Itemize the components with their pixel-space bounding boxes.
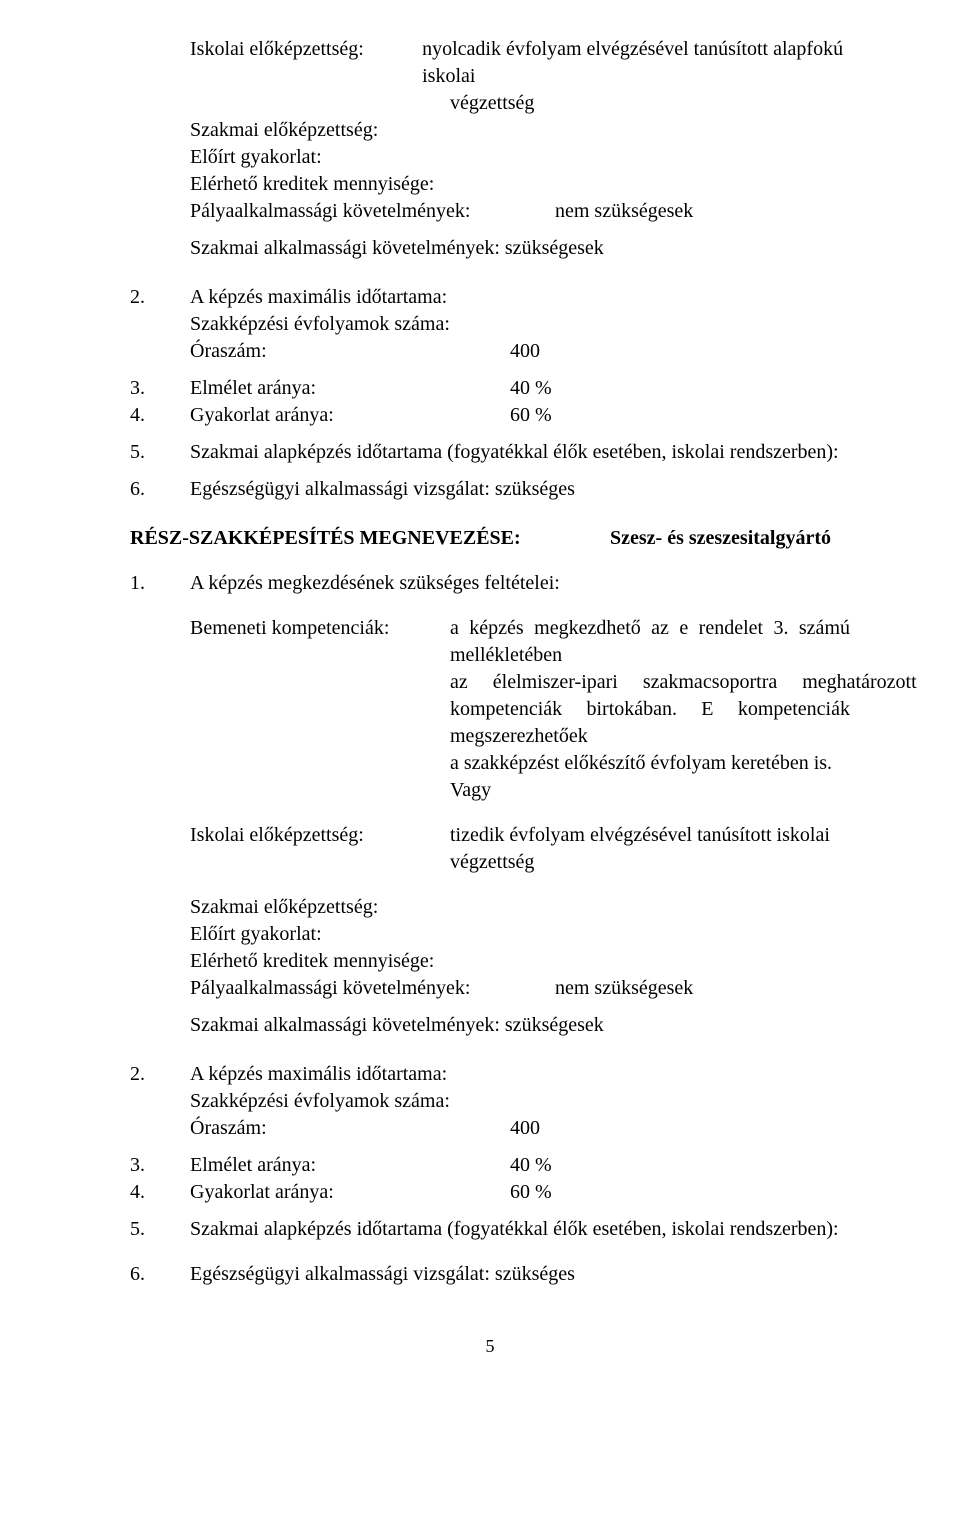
label-kreditek-mid: Elérhető kreditek mennyisége: (190, 948, 850, 975)
item-2: 2. A képzés maximális időtartama: (130, 284, 850, 311)
label-szakalk-mid: Szakmai alkalmassági követelmények: szük… (190, 1012, 850, 1039)
label-bemeneti: Bemeneti kompetenciák: (190, 615, 450, 669)
page-number: 5 (130, 1334, 850, 1358)
row-bemeneti-4: a szakképzést előkészítő évfolyam kereté… (190, 750, 850, 777)
bemeneti-p1: a képzés megkezdhető az e rendelet 3. sz… (450, 615, 850, 669)
label-oraszam: Óraszám: (190, 338, 510, 365)
row-palya-mid: Pályaalkalmassági követelmények: nem szü… (190, 975, 850, 1002)
l2-value-gyakorlat: 60 % (510, 1179, 552, 1206)
l2-num-3: 3. (130, 1152, 190, 1179)
label-iskolai-elokep: Iskolai előképzettség: (190, 36, 422, 90)
l2-value-oraszam: 400 (510, 1115, 540, 1142)
num-mid-1: 1. (130, 570, 190, 597)
label-palya-mid: Pályaalkalmassági követelmények: (190, 975, 550, 1002)
l2-text-2a: A képzés maximális időtartama: (190, 1061, 447, 1088)
l2-num-5: 5. (130, 1216, 190, 1243)
heading-left: RÉSZ-SZAKKÉPESÍTÉS MEGNEVEZÉSE: (130, 525, 610, 552)
label-eloirt-mid: Előírt gyakorlat: (190, 921, 850, 948)
l2-label-oraszam: Óraszám: (190, 1115, 510, 1142)
l2-item-2b: Szakképzési évfolyamok száma: (130, 1088, 850, 1115)
label-iskolai-mid: Iskolai előképzettség: (190, 822, 450, 876)
value-gyakorlat: 60 % (510, 402, 552, 429)
value-oraszam: 400 (510, 338, 540, 365)
l2-label-elmelet: Elmélet aránya: (190, 1152, 510, 1179)
item-5: 5. Szakmai alapképzés időtartama (fogyat… (130, 439, 850, 466)
text-2b: Szakképzési évfolyamok száma: (190, 311, 450, 338)
item-3: 3. Elmélet aránya: 40 % (130, 375, 850, 402)
l2-text-6: Egészségügyi alkalmassági vizsgálat: szü… (190, 1261, 575, 1288)
num-4: 4. (130, 402, 190, 429)
list-2: 2. A képzés maximális időtartama: Szakké… (130, 1061, 850, 1288)
bemeneti-p2: az élelmiszer-ipari szakmacsoportra megh… (450, 669, 917, 696)
l2-item-2: 2. A képzés maximális időtartama: (130, 1061, 850, 1088)
section-heading: RÉSZ-SZAKKÉPESÍTÉS MEGNEVEZÉSE: Szesz- é… (130, 525, 850, 552)
value-palya-mid: nem szükségesek (555, 977, 693, 999)
l2-item-5: 5. Szakmai alapképzés időtartama (fogyat… (130, 1216, 850, 1243)
num-5: 5. (130, 439, 190, 466)
text-mid-1: A képzés megkezdésének szükséges feltéte… (190, 570, 560, 597)
l2-item-3: 3. Elmélet aránya: 40 % (130, 1152, 850, 1179)
item-2c: Óraszám: 400 (130, 338, 850, 365)
label-eloirt-gyak: Előírt gyakorlat: (190, 144, 850, 171)
top-block: Iskolai előképzettség: nyolcadik évfolya… (130, 36, 850, 262)
l2-num-4: 4. (130, 1179, 190, 1206)
label-elmelet: Elmélet aránya: (190, 375, 510, 402)
row-iskolai-elokep-2: végzettség (190, 90, 850, 117)
label-kreditek: Elérhető kreditek mennyisége: (190, 171, 850, 198)
l2-item-4: 4. Gyakorlat aránya: 60 % (130, 1179, 850, 1206)
l2-text-5: Szakmai alapképzés időtartama (fogyatékk… (190, 1216, 839, 1243)
label-palya: Pályaalkalmassági követelmények: (190, 198, 550, 225)
l2-value-elmelet: 40 % (510, 1152, 552, 1179)
bemeneti-p3: kompetenciák birtokában. E kompetenciák … (450, 696, 850, 750)
spacer (190, 90, 450, 117)
l2-num-6: 6. (130, 1261, 190, 1288)
l2-num-2: 2. (130, 1061, 190, 1088)
value-iskolai-elokep-l2: végzettség (450, 90, 534, 117)
value-iskolai-mid: tizedik évfolyam elvégzésével tanúsított… (450, 822, 850, 876)
row-bemeneti-2: az élelmiszer-ipari szakmacsoportra megh… (190, 669, 850, 696)
mid-bemeneti-block: Bemeneti kompetenciák: a képzés megkezdh… (130, 615, 850, 1039)
item-mid-1: 1. A képzés megkezdésének szükséges felt… (130, 570, 850, 597)
bemeneti-p4: a szakképzést előkészítő évfolyam kereté… (450, 750, 832, 777)
value-palya: nem szükségesek (555, 200, 693, 222)
num-6: 6. (130, 476, 190, 503)
row-palya: Pályaalkalmassági követelmények: nem szü… (190, 198, 850, 225)
num-3: 3. (130, 375, 190, 402)
row-iskolai-elokep: Iskolai előképzettség: nyolcadik évfolya… (190, 36, 850, 90)
text-2a: A képzés maximális időtartama: (190, 284, 447, 311)
label-gyakorlat: Gyakorlat aránya: (190, 402, 510, 429)
l2-item-6: 6. Egészségügyi alkalmassági vizsgálat: … (130, 1261, 850, 1288)
text-5: Szakmai alapképzés időtartama (fogyatékk… (190, 439, 839, 466)
mid-1: 1. A képzés megkezdésének szükséges felt… (130, 570, 850, 1039)
item-6: 6. Egészségügyi alkalmassági vizsgálat: … (130, 476, 850, 503)
num-2: 2. (130, 284, 190, 311)
label-szakalk: Szakmai alkalmassági követelmények: szük… (190, 235, 850, 262)
row-bemeneti-5: Vagy (190, 777, 850, 804)
row-bemeneti-3: kompetenciák birtokában. E kompetenciák … (190, 696, 850, 750)
row-bemeneti-1: Bemeneti kompetenciák: a képzés megkezdh… (190, 615, 850, 669)
text-6: Egészségügyi alkalmassági vizsgálat: szü… (190, 476, 575, 503)
bemeneti-p5: Vagy (450, 777, 491, 804)
l2-text-2b: Szakképzési évfolyamok száma: (190, 1088, 450, 1115)
item-2b: Szakképzési évfolyamok száma: (130, 311, 850, 338)
list-1: 2. A képzés maximális időtartama: Szakké… (130, 284, 850, 503)
item-4: 4. Gyakorlat aránya: 60 % (130, 402, 850, 429)
value-elmelet: 40 % (510, 375, 552, 402)
value-iskolai-elokep-l1: nyolcadik évfolyam elvégzésével tanúsíto… (422, 36, 850, 90)
label-szakmai-elo-mid: Szakmai előképzettség: (190, 894, 850, 921)
l2-item-2c: Óraszám: 400 (130, 1115, 850, 1142)
label-szakmai-elokep: Szakmai előképzettség: (190, 117, 850, 144)
row-iskolai-mid: Iskolai előképzettség: tizedik évfolyam … (190, 822, 850, 876)
heading-right: Szesz- és szeszesitalgyártó (610, 525, 831, 552)
l2-label-gyakorlat: Gyakorlat aránya: (190, 1179, 510, 1206)
